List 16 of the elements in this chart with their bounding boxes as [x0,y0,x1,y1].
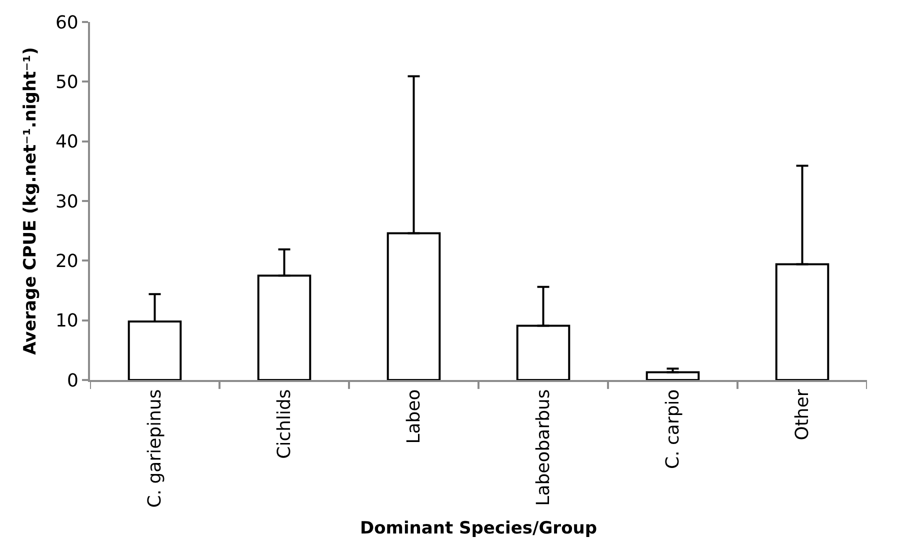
x-tick-label: Labeobarbus [533,389,554,506]
y-axis-title: Average CPUE (kg.net⁻¹.night⁻¹) [20,47,41,355]
y-tick-label: 50 [55,72,78,93]
y-tick-label: 0 [66,370,78,392]
y-tick-label: 10 [55,310,78,332]
x-tick-label: C. carpio [662,389,684,469]
y-tick-label: 60 [55,12,78,34]
x-tick-label: C. gariepinus [144,389,166,508]
bar [646,371,700,380]
y-tick-label: 40 [55,132,78,153]
x-tick-label: Cichlids [274,389,296,459]
x-tick-label: Other [792,388,814,440]
y-tick-label: 20 [55,250,78,272]
x-axis-title: Dominant Species/Group [360,518,598,539]
y-tick-label: 30 [55,191,78,212]
x-tick-label: Labeo [404,389,425,444]
